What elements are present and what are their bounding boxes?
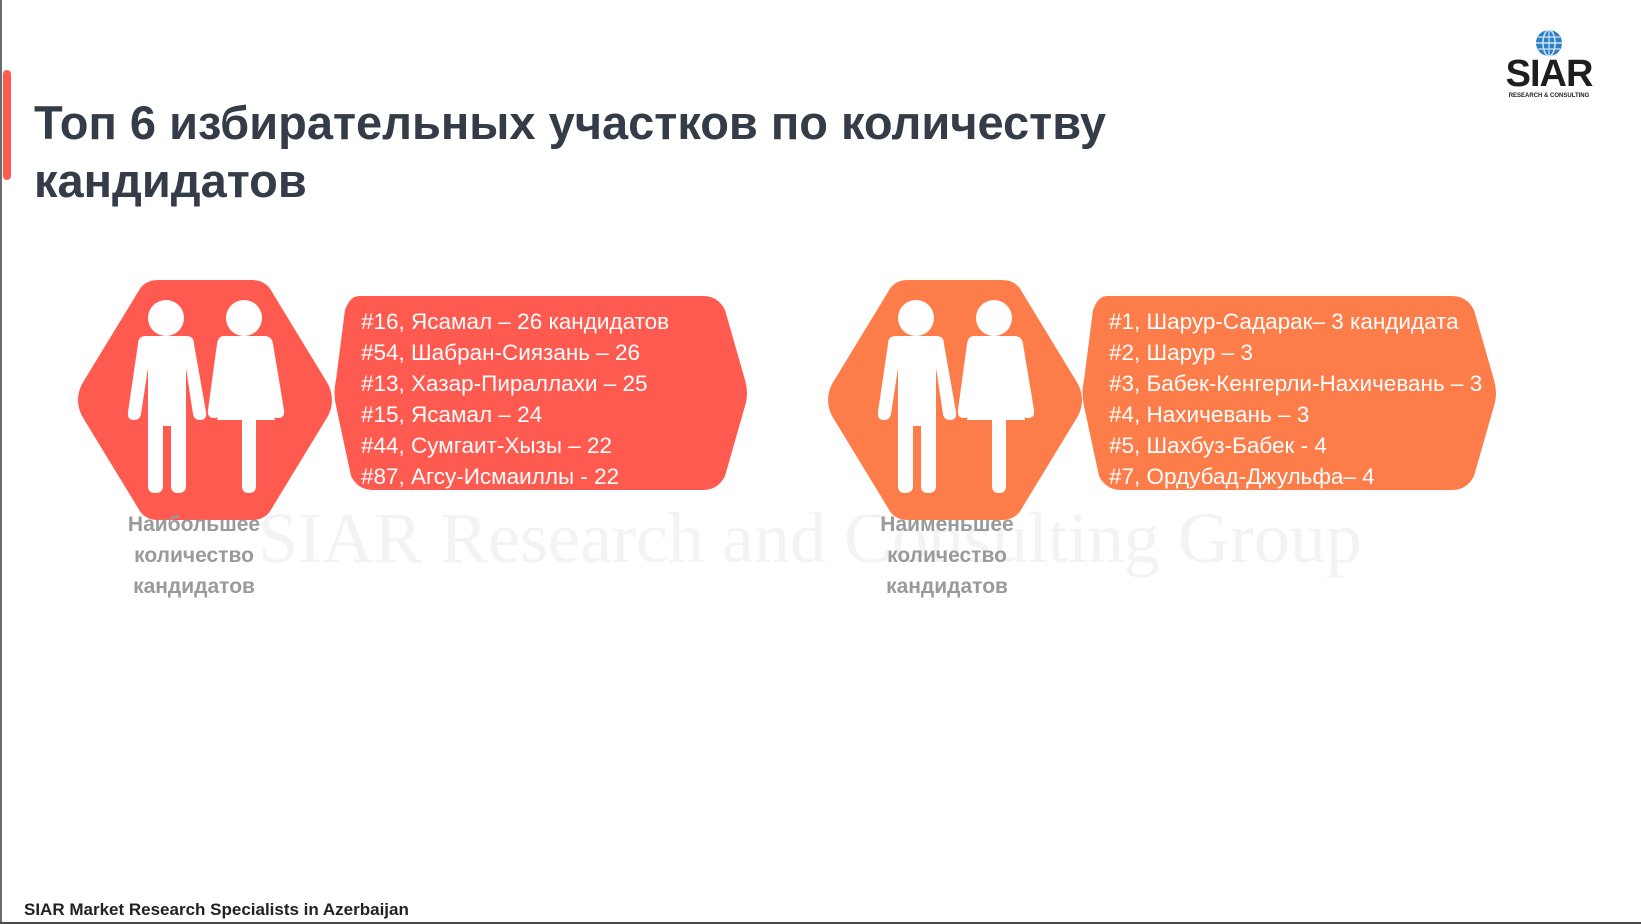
people-icon	[78, 280, 332, 520]
title-accent-bar	[3, 70, 11, 180]
logo-wordmark: SIAR	[1505, 53, 1594, 95]
list-item: #5, Шахбуз-Бабек - 4	[1109, 433, 1327, 458]
globe-icon	[1534, 28, 1564, 58]
most-candidates-hexagon	[72, 280, 337, 520]
least-candidates-caption: Наименьшее количество кандидатов	[880, 513, 1014, 598]
watermark: SIAR Research and Consulting Group	[258, 498, 1362, 578]
logo-tagline: RESEARCH & CONSULTING	[1508, 93, 1590, 99]
least-candidates-hexagon	[822, 280, 1087, 520]
slide-title: Топ 6 избирательных участков по количест…	[34, 96, 1107, 207]
list-item: #4, Нахичевань – 3	[1109, 402, 1310, 427]
least-candidates-list: #1, Шарур-Садарак– 3 кандидата #2, Шарур…	[1109, 306, 1482, 492]
most-candidates-panel: #16, Ясамал – 26 кандидатов #54, Шабран-…	[333, 296, 748, 490]
slide-left-border	[0, 0, 2, 924]
list-item: #2, Шарур – 3	[1109, 340, 1253, 365]
siar-logo: SIAR RESEARCH & CONSULTING	[1495, 28, 1603, 100]
list-item: #16, Ясамал – 26 кандидатов	[361, 309, 670, 334]
list-item: #7, Ордубад-Джульфа– 4	[1109, 464, 1375, 489]
list-item: #3, Бабек-Кенгерли-Нахичевань – 3	[1109, 371, 1483, 396]
slide-bottom-border	[0, 922, 1641, 924]
most-candidates-list: #16, Ясамал – 26 кандидатов #54, Шабран-…	[361, 306, 669, 492]
list-item: #87, Агсу-Исмаиллы - 22	[361, 464, 620, 489]
list-item: #15, Ясамал – 24	[361, 402, 543, 427]
most-candidates-caption: Наибольшее количество кандидатов	[127, 513, 261, 598]
people-icon	[828, 280, 1082, 520]
list-item: #44, Сумгаит-Хызы – 22	[361, 433, 613, 458]
least-candidates-panel: #1, Шарур-Садарак– 3 кандидата #2, Шарур…	[1081, 296, 1497, 490]
list-item: #1, Шарур-Садарак– 3 кандидата	[1109, 309, 1459, 334]
list-item: #13, Хазар-Пираллахи – 25	[361, 371, 648, 396]
slide-footer: SIAR Market Research Specialists in Azer…	[24, 900, 409, 919]
list-item: #54, Шабран-Сиязань – 26	[361, 340, 641, 365]
